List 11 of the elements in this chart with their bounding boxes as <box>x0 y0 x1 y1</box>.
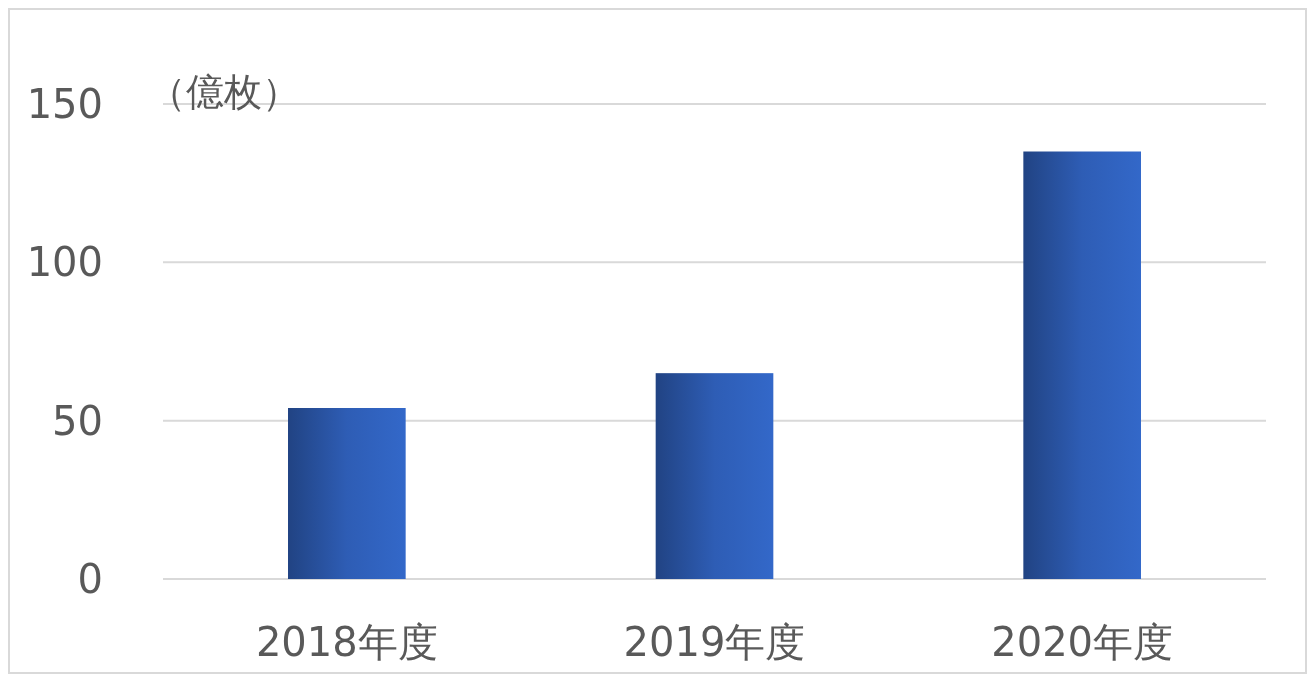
bar <box>288 408 406 579</box>
x-tick-label: 2020年度 <box>991 619 1174 665</box>
y-tick-label: 50 <box>52 397 103 444</box>
y-tick-label: 100 <box>26 239 103 286</box>
y-tick-label: 0 <box>77 556 103 602</box>
bar <box>1023 151 1141 579</box>
x-tick-label: 2018年度 <box>255 619 438 665</box>
y-axis-title: （億枚） <box>148 70 300 114</box>
y-tick-label: 150 <box>26 81 103 127</box>
x-tick-label: 2019年度 <box>623 619 806 665</box>
bar <box>655 373 774 579</box>
